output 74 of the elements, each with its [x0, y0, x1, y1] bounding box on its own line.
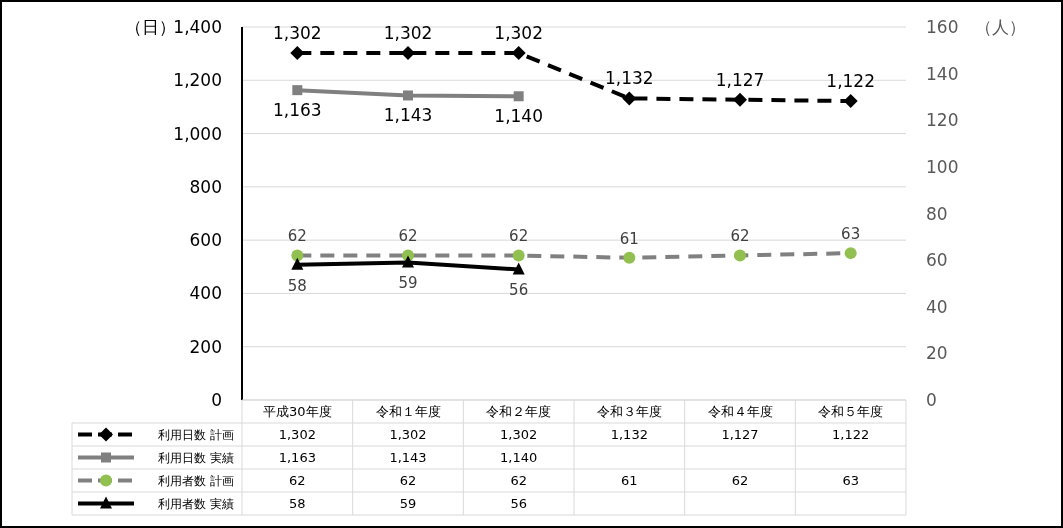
y2-axis-title: （人） [974, 17, 1026, 37]
text: 1,122 [826, 71, 875, 92]
data-label: 62 [510, 473, 527, 488]
text: 1,140 [494, 106, 543, 127]
text: 58 [287, 276, 307, 295]
data-label: 1,140 [500, 450, 538, 465]
legend-label: 利用日数 実績 [158, 451, 234, 465]
text: 62 [730, 227, 750, 246]
y-tick-label: 0 [211, 390, 222, 410]
y2-tick-label: 80 [926, 203, 948, 224]
data-label: 1,163 [278, 450, 316, 465]
point [292, 85, 303, 96]
y2-tick-label: 140 [926, 63, 959, 84]
x-tick-label: 令和１年度 [375, 404, 441, 419]
y2-tick-label: 160 [926, 17, 959, 37]
data-label: 1,302 [389, 427, 427, 442]
data-label: 1,122 [832, 427, 870, 442]
data-label: 1,302 [278, 427, 316, 442]
y2-tick-label: 120 [926, 110, 959, 131]
data-label: 63 [842, 473, 859, 488]
legend-label: 利用日数 計画 [158, 428, 234, 442]
text: 1,302 [383, 23, 433, 44]
y2-tick-label: 0 [926, 390, 937, 410]
text: 62 [509, 227, 529, 246]
data-label: 62 [289, 473, 306, 488]
x-tick-label: 令和３年度 [596, 404, 662, 419]
legend-label: 利用者数 実績 [158, 497, 234, 511]
y-tick-label: 1,400 [173, 17, 222, 37]
text: 62 [287, 227, 307, 246]
x-tick-label: 令和４年度 [707, 404, 773, 419]
point [843, 94, 858, 109]
text: 56 [509, 281, 529, 300]
y-tick-label: 800 [189, 176, 222, 197]
data-label: 58 [289, 496, 306, 511]
y-tick-label: 400 [189, 283, 222, 304]
data-label: 62 [399, 473, 417, 488]
text: 1,163 [273, 100, 322, 121]
x-tick-label: 平成30年度 [263, 404, 332, 419]
point [403, 90, 413, 101]
text: 59 [398, 274, 418, 293]
y2-tick-label: 40 [926, 296, 948, 317]
point [290, 46, 305, 61]
text: 1,127 [715, 69, 765, 90]
y2-tick-label: 20 [926, 343, 948, 364]
text: 61 [619, 229, 639, 248]
data-label: 1,127 [721, 427, 759, 442]
data-label: 1,132 [610, 427, 648, 442]
text: 63 [841, 225, 861, 244]
data-label: 59 [399, 496, 417, 511]
data-label: 56 [510, 496, 527, 511]
y2-tick-label: 60 [926, 250, 948, 271]
point [401, 46, 415, 61]
y2-tick-label: 100 [926, 156, 959, 177]
data-label: 62 [731, 473, 749, 488]
text: 1,302 [494, 23, 543, 44]
text: 1,132 [605, 68, 654, 89]
text: 62 [398, 227, 418, 246]
data-label: 1,143 [389, 450, 427, 465]
data-label: 1,302 [500, 427, 538, 442]
x-tick-label: 令和２年度 [486, 404, 552, 419]
y-tick-label: 200 [189, 336, 222, 357]
text: 1,143 [383, 105, 433, 126]
y-tick-label: 600 [189, 230, 222, 251]
text: 1,302 [273, 23, 322, 44]
x-tick-label: 令和５年度 [818, 404, 884, 419]
point [622, 91, 637, 106]
data-label: 61 [621, 473, 638, 488]
point [733, 92, 747, 107]
y-axis-title: （日） [124, 17, 176, 37]
legend-label: 利用者数 計画 [158, 474, 234, 488]
y-tick-label: 1,000 [173, 123, 222, 144]
point [513, 91, 524, 102]
point [511, 46, 526, 61]
y-tick-label: 1,200 [173, 70, 222, 91]
